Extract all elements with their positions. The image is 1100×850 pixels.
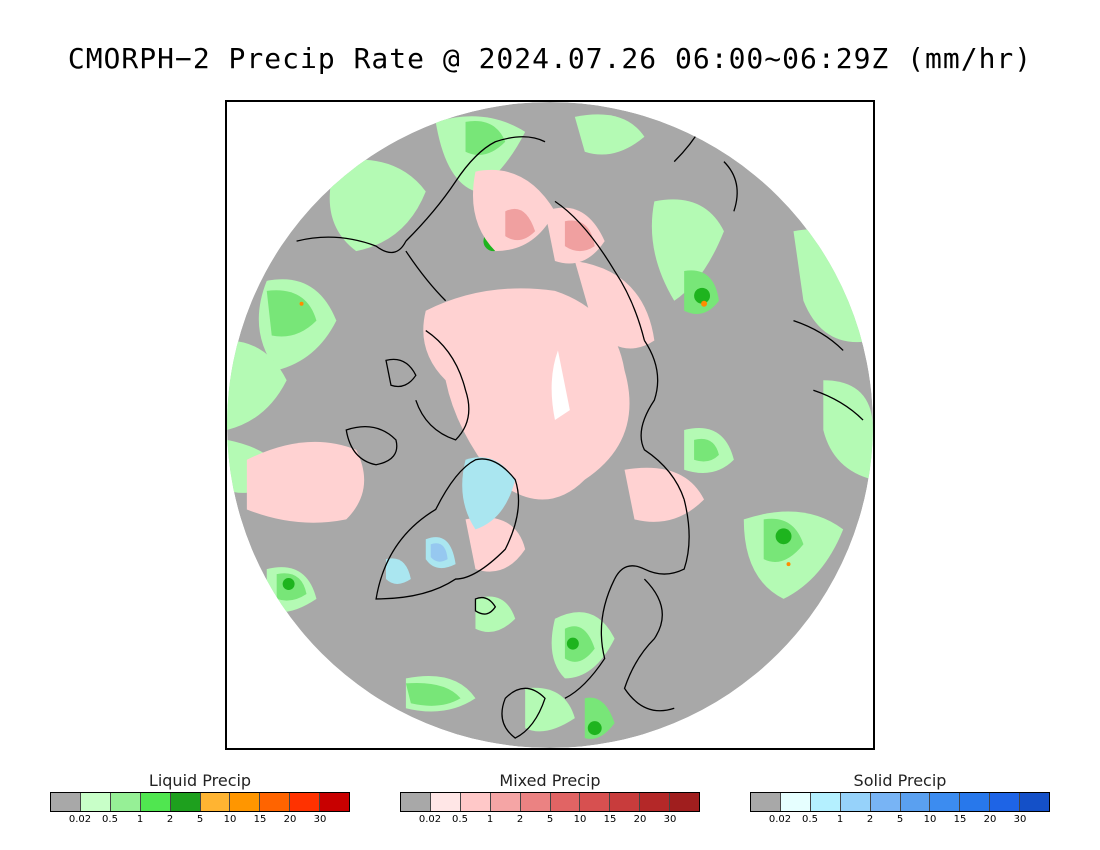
legend-swatch: [110, 793, 141, 811]
legend-swatch: [550, 793, 581, 811]
legend-tick-label: 5: [896, 814, 904, 825]
legend-ticks-mixed: 0.02 0.5 1 2 5 10 15 20 30: [400, 812, 700, 826]
legend-swatch: [751, 793, 781, 811]
legend-tick-label: 15: [953, 814, 967, 825]
mixed-mid-regions: [505, 208, 595, 252]
legend-mixed: Mixed Precip 0.02 0.5 1 2 5 10 15 20 30: [400, 770, 700, 826]
legend-swatch: [290, 793, 321, 811]
legend-tick-label: 0.02: [68, 814, 92, 825]
legend-tick-label: 5: [546, 814, 554, 825]
legend-tick-label: 30: [663, 814, 677, 825]
legend-tick-label: 1: [836, 814, 844, 825]
legend-tick-label: 0.02: [768, 814, 792, 825]
legend-colorbar-solid: [750, 792, 1050, 812]
legend-swatch: [51, 793, 81, 811]
legend-tick-label: 1: [136, 814, 144, 825]
legend-tick-label: 2: [516, 814, 524, 825]
legend-liquid: Liquid Precip 0.02 0.5 1 2 5 10 15 20 30: [50, 770, 350, 826]
legend-swatch: [320, 793, 350, 811]
legend-swatch: [520, 793, 551, 811]
polar-map-frame[interactable]: [225, 100, 875, 750]
legend-swatch: [900, 793, 931, 811]
legend-swatch: [490, 793, 521, 811]
legend-swatch: [990, 793, 1021, 811]
legend-tick-label: 1: [486, 814, 494, 825]
legend-tick-label: 15: [253, 814, 267, 825]
legend-tick-label: 0.02: [418, 814, 442, 825]
legend-title-solid: Solid Precip: [853, 771, 947, 790]
legend-tick-label: 0.5: [452, 814, 468, 825]
missing-data-wedge: [551, 350, 570, 421]
legend-tick-label: 2: [166, 814, 174, 825]
legend-swatch: [80, 793, 111, 811]
legend-swatch: [1020, 793, 1050, 811]
legend-swatch: [170, 793, 201, 811]
legend-swatch: [870, 793, 901, 811]
legend-swatch: [200, 793, 231, 811]
legend-title-mixed: Mixed Precip: [499, 771, 601, 790]
legend-tick-label: 10: [223, 814, 237, 825]
legend-tick-label: 10: [573, 814, 587, 825]
liquid-extreme-spots: [299, 300, 791, 567]
legend-swatch: [810, 793, 841, 811]
legend-swatch: [930, 793, 961, 811]
legend-swatch: [460, 793, 491, 811]
liquid-mid-regions: [266, 121, 804, 740]
legend-tick-label: 2: [866, 814, 874, 825]
legend-swatch: [640, 793, 671, 811]
legend-tick-label: 5: [196, 814, 204, 825]
legend-swatch: [610, 793, 641, 811]
legend-swatch: [780, 793, 811, 811]
legend-solid: Solid Precip 0.02 0.5 1 2 5 10 15 20 30: [750, 770, 1050, 826]
legend-colorbar-liquid: [50, 792, 350, 812]
legend-tick-label: 20: [633, 814, 647, 825]
legend-swatch: [140, 793, 171, 811]
legend-tick-label: 20: [983, 814, 997, 825]
legend-swatch: [840, 793, 871, 811]
solid-mid-regions: [430, 543, 448, 562]
coastlines: [296, 121, 864, 739]
legend-swatch: [670, 793, 700, 811]
legend-tick-label: 0.5: [802, 814, 818, 825]
legend-tick-label: 30: [1013, 814, 1027, 825]
legend-tick-label: 30: [313, 814, 327, 825]
map-title: CMORPH−2 Precip Rate @ 2024.07.26 06:00~…: [67, 42, 1033, 75]
legend-ticks-liquid: 0.02 0.5 1 2 5 10 15 20 30: [50, 812, 350, 826]
legend-title-liquid: Liquid Precip: [148, 771, 252, 790]
legend-swatch: [580, 793, 611, 811]
legend-swatch: [230, 793, 261, 811]
legend-swatch: [430, 793, 461, 811]
polar-precip-map[interactable]: [227, 102, 873, 748]
legend-colorbar-mixed: [400, 792, 700, 812]
legend-swatch: [260, 793, 291, 811]
legend-swatch: [401, 793, 431, 811]
legend-ticks-solid: 0.02 0.5 1 2 5 10 15 20 30: [750, 812, 1050, 826]
legend-tick-label: 0.5: [102, 814, 118, 825]
legend-tick-label: 10: [923, 814, 937, 825]
legend-swatch: [960, 793, 991, 811]
legend-tick-label: 15: [603, 814, 617, 825]
legend-tick-label: 20: [283, 814, 297, 825]
